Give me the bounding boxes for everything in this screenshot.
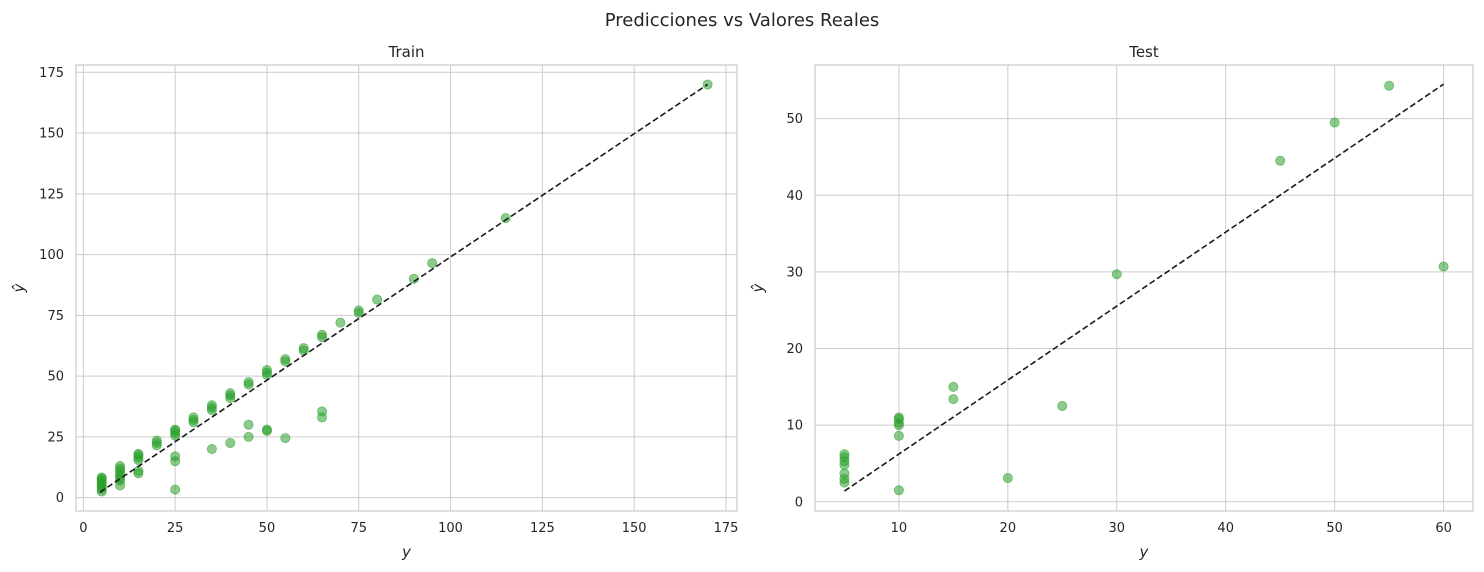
train-x-tick-label: 125 (530, 521, 555, 536)
test-data-point (1275, 155, 1286, 166)
train-data-point (317, 329, 328, 340)
train-data-point (151, 435, 162, 446)
train-data-point (188, 412, 199, 423)
train-data-point (206, 444, 217, 455)
test-x-tick-label: 50 (1326, 521, 1343, 536)
train-data-point (372, 294, 383, 305)
train-data-point (170, 484, 181, 495)
test-panel: Test 10 20 30 40 50 60 0 10 20 30 40 50 y ŷ (749, 43, 1474, 561)
train-x-tick-label: 100 (438, 521, 463, 536)
test-ticks: 10 20 30 40 50 60 0 10 20 30 40 50 (786, 112, 1451, 536)
test-ideal-line (843, 83, 1445, 492)
train-panel: Train 0 25 50 75 100 125 150 175 0 25 50 75 100 125 15… (10, 43, 738, 561)
train-data-point (280, 433, 291, 444)
test-data-point (948, 394, 959, 405)
train-x-tick-label: 50 (259, 521, 276, 536)
test-grid (815, 65, 1473, 511)
train-y-axis-label: ŷ (10, 282, 28, 293)
train-data-point (261, 365, 272, 376)
train-data-point (280, 354, 291, 365)
train-data-point (243, 377, 254, 388)
test-data-point (893, 412, 904, 423)
train-data-point (243, 419, 254, 430)
train-data-point (702, 79, 713, 90)
train-data-point (115, 461, 126, 472)
test-ideal-line-group (843, 83, 1445, 492)
train-points (96, 79, 713, 497)
train-plot-frame (75, 64, 738, 512)
train-data-point (317, 406, 328, 417)
train-data-point (96, 472, 107, 483)
train-data-point (427, 258, 438, 269)
train-ideal-line (99, 83, 709, 493)
test-y-tick-label: 10 (786, 419, 803, 434)
test-y-tick-label: 40 (786, 189, 803, 204)
test-data-point (893, 485, 904, 496)
test-x-tick-label: 60 (1435, 521, 1452, 536)
test-x-tick-label: 40 (1217, 521, 1234, 536)
train-data-point (243, 431, 254, 442)
train-y-tick-label: 100 (39, 248, 64, 263)
test-data-point (948, 381, 959, 392)
train-data-point (133, 448, 144, 459)
train-x-tick-label: 150 (622, 521, 647, 536)
test-data-point (1002, 473, 1013, 484)
train-y-tick-label: 125 (39, 187, 64, 202)
train-grid (76, 65, 737, 511)
train-x-tick-label: 25 (167, 521, 184, 536)
train-y-tick-label: 75 (47, 309, 64, 324)
train-data-point (170, 424, 181, 435)
train-x-tick-label: 75 (350, 521, 367, 536)
train-data-point (298, 343, 309, 354)
train-y-tick-label: 50 (47, 370, 64, 385)
test-data-point (893, 430, 904, 441)
train-data-point (170, 451, 181, 462)
test-y-axis-label: ŷ (749, 282, 767, 293)
train-y-tick-label: 175 (39, 66, 64, 81)
test-data-point (839, 449, 850, 460)
train-data-point (225, 388, 236, 399)
train-panel-title: Train (388, 43, 425, 61)
train-data-point (500, 213, 511, 224)
test-x-tick-label: 20 (1000, 521, 1017, 536)
test-y-tick-label: 0 (795, 495, 803, 510)
train-x-tick-label: 0 (79, 521, 87, 536)
test-data-point (1438, 261, 1449, 272)
test-data-point (1111, 269, 1122, 280)
train-data-point (353, 305, 364, 316)
test-panel-title: Test (1128, 43, 1159, 61)
test-data-point (1384, 80, 1395, 91)
test-x-tick-label: 30 (1108, 521, 1125, 536)
test-x-axis-label: y (1139, 543, 1150, 561)
test-data-point (839, 468, 850, 479)
train-data-point (225, 437, 236, 448)
test-points (839, 80, 1449, 496)
train-data-point (133, 465, 144, 476)
figure-title: Predicciones vs Valores Reales (605, 10, 880, 31)
train-y-tick-label: 25 (47, 430, 64, 445)
train-x-tick-label: 175 (714, 521, 739, 536)
train-data-point (261, 424, 272, 435)
train-ideal-line-group (99, 83, 709, 493)
train-ticks: 0 25 50 75 100 125 150 175 0 25 50 75 100 125 150 175 (39, 66, 738, 536)
test-data-point (1057, 401, 1068, 412)
test-y-tick-label: 50 (786, 112, 803, 127)
train-y-tick-label: 150 (39, 127, 64, 142)
train-x-axis-label: y (401, 543, 412, 561)
test-data-point (1329, 117, 1340, 128)
train-data-point (335, 317, 346, 328)
test-y-tick-label: 30 (786, 265, 803, 280)
train-data-point (206, 400, 217, 411)
test-x-tick-label: 10 (891, 521, 908, 536)
train-y-tick-label: 0 (56, 491, 64, 506)
test-plot-frame (814, 64, 1474, 512)
test-y-tick-label: 20 (786, 342, 803, 357)
